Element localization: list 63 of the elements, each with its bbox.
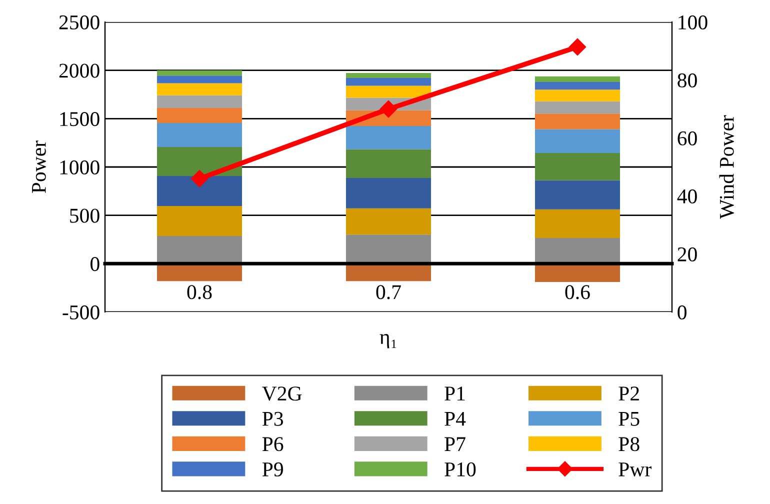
y-tick-label: -500 [62,305,100,320]
bar [156,236,242,264]
legend-label: P4 [444,412,466,426]
bar [534,101,620,114]
bar [346,178,432,208]
legend-label: P7 [444,437,466,451]
bar [534,114,620,130]
y-tick-label: 2000 [59,64,100,78]
legend-label: P6 [262,437,284,452]
bar [534,129,620,153]
y2-tick-label: 20 [678,247,697,262]
legend-label: P8 [618,437,640,452]
x-tick-label: 0.7 [376,285,401,300]
bar [534,209,620,238]
bar [346,234,432,264]
bar [534,264,620,282]
bar [534,76,620,82]
bar [534,238,620,264]
legend-label: P5 [618,412,640,426]
bar [156,146,242,176]
y-tick-label: 1000 [60,160,100,174]
legend-label: P10 [444,462,476,476]
y-tick-label: 2500 [59,15,100,30]
bar [346,149,432,178]
y-axis-title: Power [32,140,46,194]
legend-label: Pwr [618,462,652,476]
y2-tick-label: 100 [678,15,708,30]
bar [156,176,242,206]
bar [534,180,620,210]
bar [156,83,242,96]
y2-tick-label: 60 [678,131,697,146]
y2-tick-label: 0 [678,305,686,320]
point [568,38,586,56]
bar [156,108,242,124]
point [380,100,398,118]
bar [346,78,432,86]
bar [346,126,432,150]
y2-tick-label: 80 [678,73,697,88]
y-tick-label: 1500 [60,112,100,126]
bar [156,95,242,108]
y-tick-label: 500 [70,208,100,223]
x-tick-label: 0.6 [565,285,590,300]
point [190,170,208,188]
bar [346,73,432,78]
bar [156,123,242,147]
y-tick-label: 0 [90,257,100,272]
x-axis-title: η₁ [380,334,396,348]
bar [156,76,242,84]
bar [156,206,242,236]
bar [534,90,620,102]
bar [534,82,620,90]
bar [534,152,620,180]
bar [156,70,242,76]
legend-label: P1 [444,386,465,400]
bar [346,208,432,235]
legend-label: P2 [618,386,639,400]
y2-tick-label: 40 [677,189,697,204]
x-tick-label: 0.8 [187,285,212,300]
bar [346,86,432,98]
legend-label: P3 [262,412,284,426]
y2-axis-title: Wind Power [719,115,734,219]
legend-label: V2G [262,386,302,401]
legend-label: P9 [262,462,283,476]
